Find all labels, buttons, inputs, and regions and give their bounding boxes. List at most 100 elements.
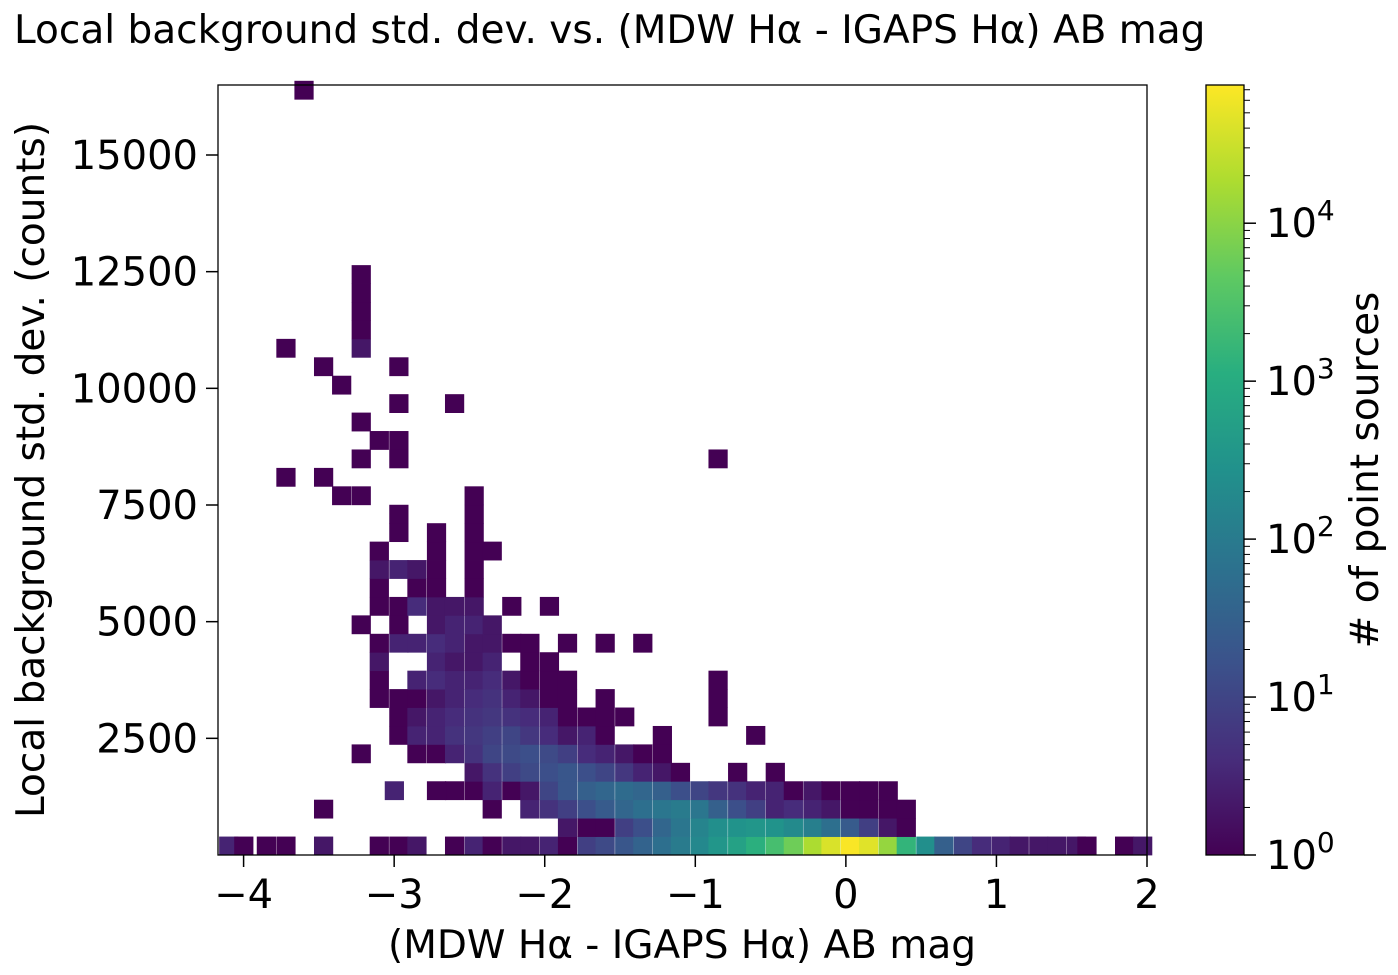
heatmap-cell bbox=[351, 615, 371, 635]
heatmap-cell bbox=[670, 781, 691, 801]
heatmap-cell bbox=[369, 578, 389, 598]
heatmap-cell bbox=[859, 799, 879, 819]
heatmap-cell bbox=[652, 818, 672, 837]
heatmap-cell bbox=[351, 320, 371, 340]
heatmap-cell bbox=[821, 818, 841, 837]
heatmap-cell bbox=[520, 633, 540, 653]
heatmap-cell bbox=[502, 725, 522, 745]
heatmap-cell bbox=[557, 799, 578, 819]
heatmap-cell bbox=[991, 836, 1011, 856]
heatmap-cell bbox=[971, 836, 992, 856]
heatmap-cell bbox=[652, 725, 672, 745]
heatmap-cell bbox=[482, 652, 502, 672]
heatmap-cell bbox=[615, 836, 635, 856]
heatmap-cell bbox=[313, 467, 334, 487]
heatmap-cell bbox=[464, 707, 484, 727]
heatmap-cell bbox=[407, 689, 427, 708]
heatmap-cell bbox=[426, 541, 447, 561]
heatmap-cell bbox=[444, 615, 465, 635]
heatmap-cell bbox=[746, 725, 766, 745]
plot-frame bbox=[217, 84, 1148, 856]
heatmap-cell bbox=[502, 781, 522, 801]
heatmap-cell bbox=[557, 762, 578, 782]
heatmap-cell bbox=[670, 836, 691, 856]
heatmap-cell bbox=[557, 744, 578, 764]
heatmap-cell bbox=[351, 486, 371, 506]
heatmap-cell bbox=[444, 652, 465, 672]
heatmap-cell bbox=[407, 707, 427, 727]
heatmap-cell bbox=[369, 431, 389, 450]
colorbar-tick-label: 103 bbox=[1266, 352, 1335, 405]
heatmap-cell bbox=[557, 689, 578, 708]
y-axis-label: Local background std. dev. (counts) bbox=[9, 122, 54, 818]
heatmap-cell bbox=[369, 652, 389, 672]
heatmap-cell bbox=[464, 633, 484, 653]
heatmap-cell bbox=[389, 707, 409, 727]
heatmap-cell bbox=[407, 725, 427, 745]
heatmap-cell bbox=[708, 670, 728, 690]
heatmap-cell bbox=[539, 744, 560, 764]
heatmap-cell bbox=[821, 799, 841, 819]
heatmap-cell bbox=[859, 781, 879, 801]
heatmap-cell bbox=[464, 725, 484, 745]
heatmap-cell bbox=[803, 781, 823, 801]
heatmap-cell bbox=[615, 762, 635, 782]
heatmap-cell bbox=[407, 633, 427, 653]
heatmap-cell bbox=[539, 707, 560, 727]
heatmap-cell bbox=[502, 836, 522, 856]
heatmap-cell bbox=[389, 633, 409, 653]
heatmap-cell bbox=[633, 836, 653, 856]
heatmap-cell bbox=[256, 836, 276, 856]
heatmap-cell bbox=[539, 762, 560, 782]
heatmap-cell bbox=[1009, 836, 1029, 856]
heatmap-cell bbox=[557, 670, 578, 690]
heatmap-cell bbox=[464, 670, 484, 690]
heatmap-cell bbox=[389, 394, 409, 413]
y-tick-label: 2500 bbox=[96, 716, 198, 762]
heatmap-cell bbox=[557, 836, 578, 856]
heatmap-cell bbox=[464, 781, 484, 801]
heatmap-cell bbox=[746, 799, 766, 819]
heatmap-cell bbox=[426, 523, 447, 543]
heatmap-cell bbox=[652, 781, 672, 801]
heatmap-cell bbox=[577, 707, 597, 727]
heatmap-cell bbox=[369, 560, 389, 579]
heatmap-cell bbox=[840, 781, 861, 801]
heatmap-cell bbox=[384, 781, 404, 801]
y-tick-label: 5000 bbox=[96, 600, 198, 646]
heatmap-cell bbox=[444, 670, 465, 690]
heatmap-cell bbox=[557, 781, 578, 801]
heatmap-cell bbox=[464, 560, 484, 579]
heatmap-cell bbox=[595, 781, 615, 801]
heatmap-cell bbox=[369, 670, 389, 690]
heatmap-cell bbox=[294, 80, 314, 100]
heatmap-cell bbox=[444, 707, 465, 727]
heatmap-cell bbox=[670, 818, 691, 837]
colorbar-tick-label: 104 bbox=[1266, 194, 1335, 247]
heatmap-cell bbox=[426, 615, 447, 635]
colorbar-tick-label: 100 bbox=[1266, 826, 1335, 879]
heatmap-cell bbox=[444, 836, 465, 856]
heatmap-cell bbox=[407, 596, 427, 616]
heatmap-cell bbox=[389, 504, 409, 524]
heatmap-cell bbox=[595, 744, 615, 764]
heatmap-cell bbox=[482, 836, 502, 856]
heatmap-cell bbox=[482, 615, 502, 635]
heatmap-cell bbox=[859, 818, 879, 837]
heatmap-cell bbox=[539, 689, 560, 708]
heatmap-cell bbox=[520, 799, 540, 819]
heatmap-cell bbox=[276, 467, 296, 487]
heatmap-cell bbox=[276, 836, 296, 856]
heatmap-cell bbox=[859, 836, 879, 856]
heatmap-cell bbox=[520, 781, 540, 801]
heatmap-cell bbox=[407, 836, 427, 856]
heatmap-cell bbox=[896, 799, 916, 819]
heatmap-cell bbox=[595, 725, 615, 745]
heatmap-cell bbox=[389, 449, 409, 469]
heatmap-cell bbox=[746, 781, 766, 801]
heatmap-cell bbox=[464, 523, 484, 543]
heatmap-cell bbox=[878, 799, 898, 819]
heatmap-cell bbox=[633, 818, 653, 837]
heatmap-cell bbox=[482, 707, 502, 727]
